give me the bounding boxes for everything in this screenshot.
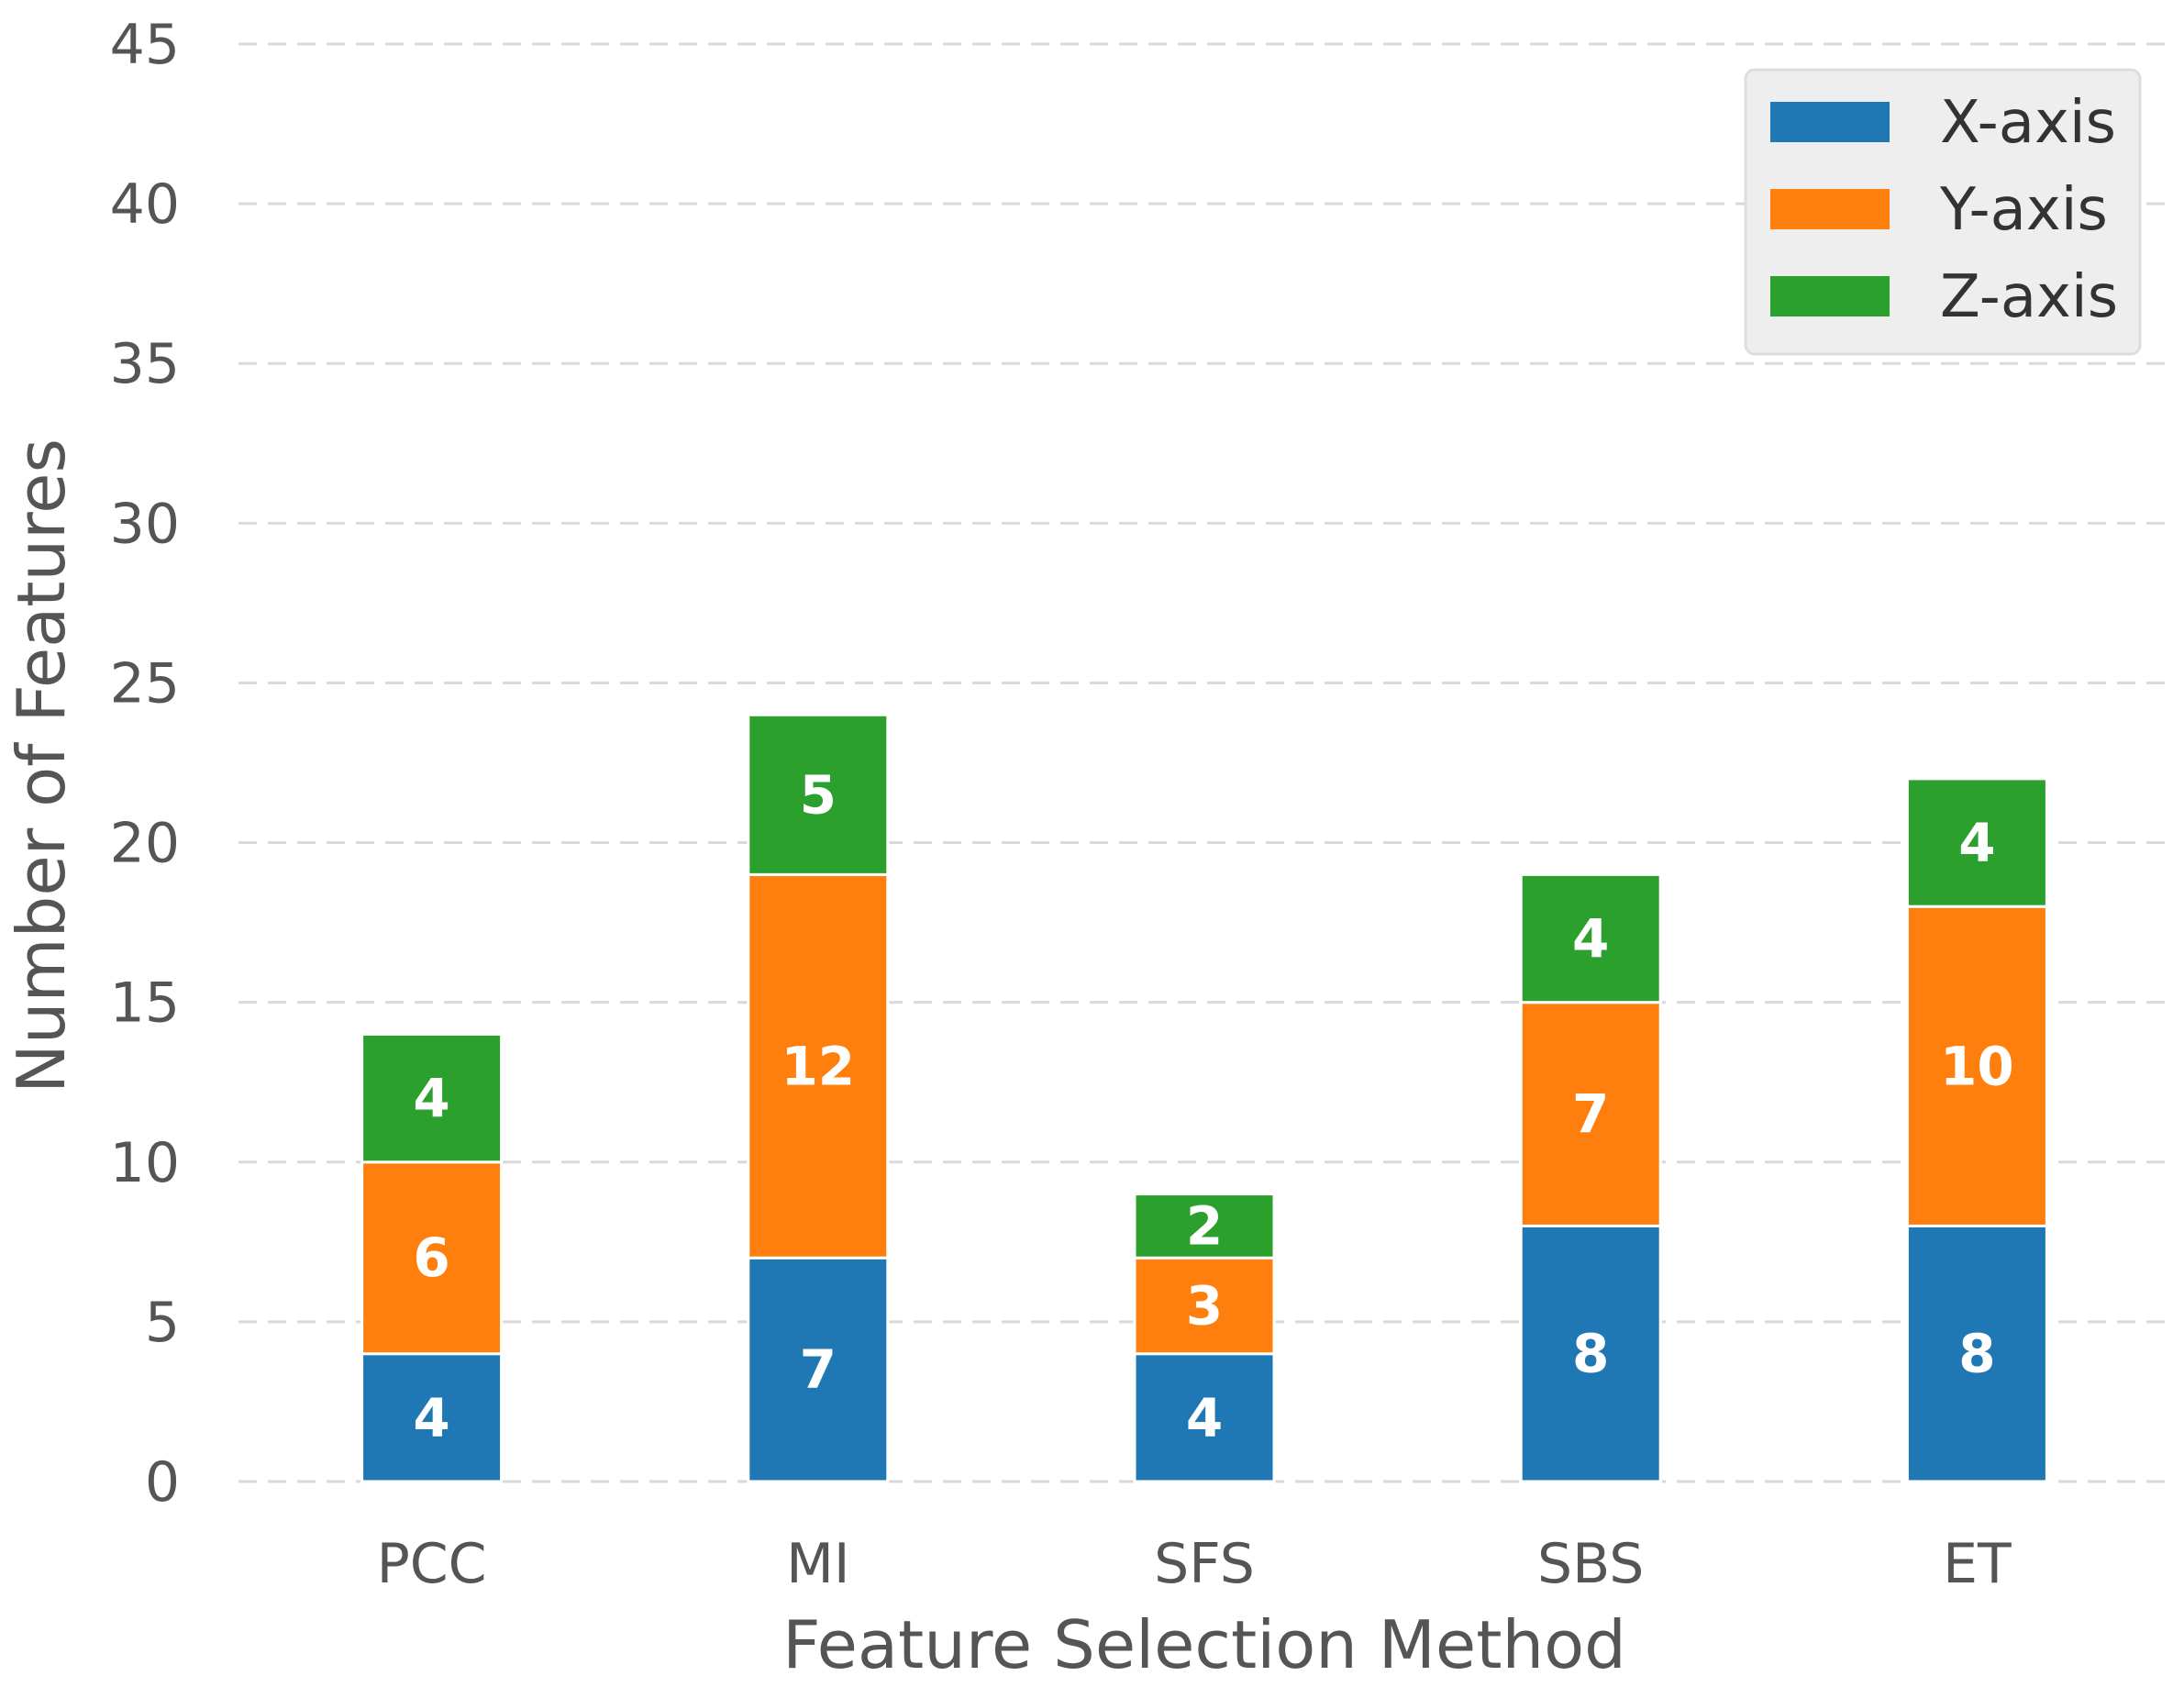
x-tick-label: ET [1943, 1532, 2012, 1596]
y-axis-ticks: 0 5 10 15 20 25 30 35 40 45 [110, 13, 180, 1515]
bar-value-label: 7 [1572, 1083, 1609, 1146]
bar-et-z-axis [1905, 777, 2048, 908]
bar-value-label: 3 [1186, 1274, 1223, 1337]
bar-et-x-axis [1905, 1224, 2048, 1483]
y-tick-label: 0 [145, 1450, 180, 1515]
bar-pcc-z-axis [360, 1032, 504, 1164]
y-tick-label: 30 [110, 492, 180, 556]
y-axis-title: Number of Features [3, 438, 80, 1093]
bar-sbs-y-axis [1519, 1001, 1662, 1227]
bar-value-label: 4 [413, 1386, 449, 1448]
y-tick-label: 10 [110, 1131, 180, 1195]
y-tick-label: 15 [110, 971, 180, 1036]
y-tick-label: 35 [110, 332, 180, 396]
bar-value-label: 2 [1186, 1194, 1223, 1257]
bar-mi-x-axis [747, 1256, 890, 1483]
bar-pcc-x-axis [360, 1352, 504, 1483]
y-tick-label: 5 [145, 1291, 180, 1355]
bar-value-label: 5 [800, 763, 837, 826]
x-axis-title: Feature Selection Method [782, 1606, 1626, 1683]
bar-value-label: 4 [1958, 812, 1995, 874]
legend-swatch-z-axis [1770, 276, 1890, 316]
legend-label: X-axis [1940, 89, 2116, 157]
x-tick-label: SFS [1154, 1532, 1255, 1596]
bar-sfs-x-axis [1133, 1352, 1276, 1483]
bar-value-label: 7 [800, 1338, 837, 1401]
bar-sfs-y-axis [1133, 1256, 1276, 1356]
x-tick-label: MI [786, 1532, 849, 1596]
bar-value-label: 4 [1186, 1386, 1223, 1448]
y-tick-label: 40 [110, 172, 180, 237]
legend-label: Y-axis [1939, 176, 2108, 244]
bars: 4 6 4 7 12 5 4 3 2 8 7 4 8 10 4 [360, 713, 2048, 1483]
bar-value-label: 4 [413, 1067, 449, 1129]
bar-value-label: 8 [1572, 1323, 1609, 1385]
x-axis-ticks: PCC MI SFS SBS ET [377, 1532, 2012, 1596]
bar-value-label: 10 [1940, 1035, 2014, 1097]
bar-mi-y-axis [747, 872, 890, 1260]
bar-value-label: 4 [1572, 907, 1609, 970]
bar-sfs-z-axis [1133, 1193, 1276, 1260]
legend-label: Z-axis [1940, 263, 2118, 331]
bar-sbs-x-axis [1519, 1224, 1662, 1483]
bar-pcc-y-axis [360, 1160, 504, 1356]
bar-value-label: 6 [413, 1226, 449, 1289]
y-tick-label: 25 [110, 651, 180, 716]
bar-mi-z-axis [747, 713, 890, 876]
bar-value-label: 8 [1958, 1323, 1995, 1385]
y-tick-label: 20 [110, 812, 180, 876]
bar-sbs-z-axis [1519, 872, 1662, 1004]
legend-swatch-y-axis [1770, 189, 1890, 229]
x-tick-label: PCC [377, 1532, 487, 1596]
legend-swatch-x-axis [1770, 102, 1890, 142]
bar-value-label: 12 [781, 1035, 855, 1097]
y-tick-label: 45 [110, 13, 180, 77]
legend: X-axis Y-axis Z-axis [1744, 68, 2142, 356]
x-tick-label: SBS [1537, 1532, 1644, 1596]
